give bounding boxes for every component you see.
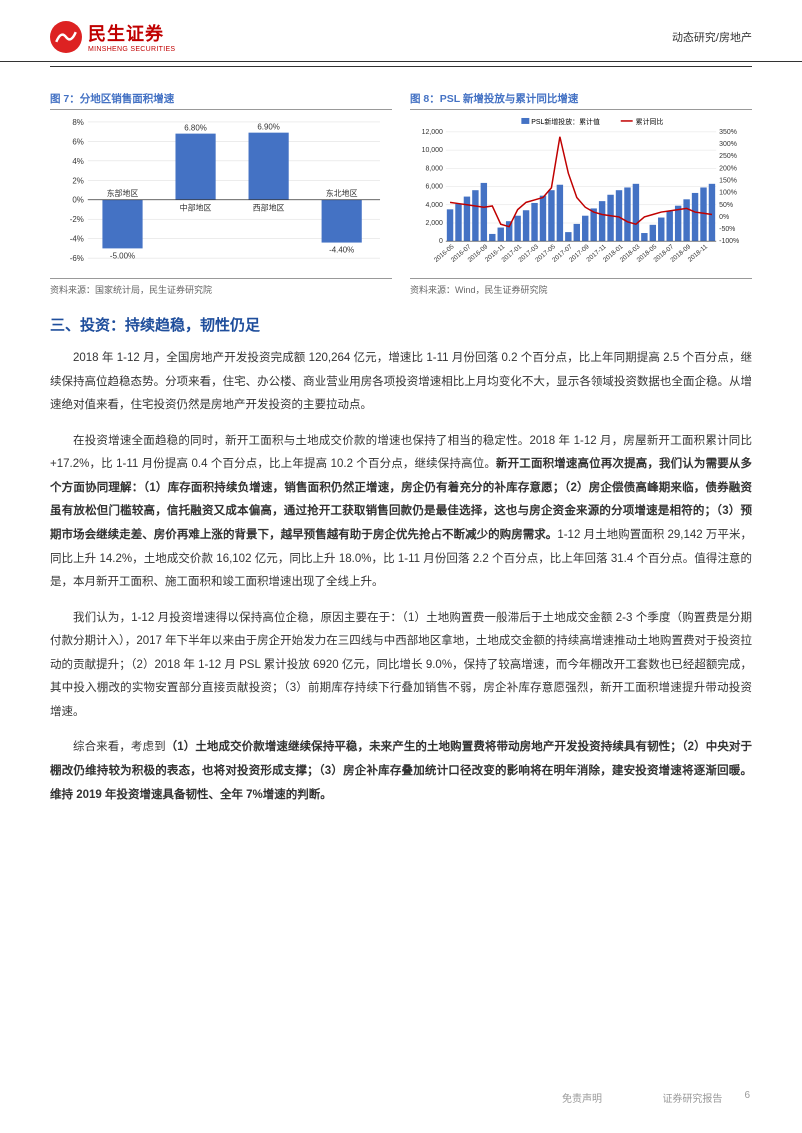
svg-text:2%: 2% [72, 176, 83, 185]
breadcrumb: 动态研究/房地产 [672, 29, 752, 45]
chart-7-area: -6% -4% -2% 0% 2% 4% 6% 8% -5.00% 东部地区 6.80% 中部地区 6.… [50, 114, 392, 279]
section-title: 三、投资：持续趋稳，韧性仍足 [0, 300, 802, 341]
svg-text:-4%: -4% [70, 235, 84, 244]
svg-text:2018-11: 2018-11 [687, 243, 710, 264]
svg-text:4,000: 4,000 [425, 202, 443, 209]
svg-text:300%: 300% [719, 141, 737, 148]
svg-text:200%: 200% [719, 165, 737, 172]
chart-8-block: 图 8：PSL 新增投放与累计同比增速 0 2,000 4,000 6,000 8,00… [410, 91, 752, 296]
svg-text:8%: 8% [72, 118, 83, 127]
svg-text:-100%: -100% [719, 238, 739, 245]
svg-text:350%: 350% [719, 129, 737, 136]
svg-text:-50%: -50% [719, 226, 735, 233]
paragraph-3: 我们认为，1-12 月投资增速得以保持高位企稳，原因主要在于：（1）土地购置费一… [0, 601, 802, 731]
svg-text:-5.00%: -5.00% [110, 251, 135, 260]
svg-text:中部地区: 中部地区 [180, 203, 212, 213]
p4-pre: 综合来看，考虑到 [73, 741, 166, 753]
chart-8-area: 0 2,000 4,000 6,000 8,000 10,000 12,000 -100% -5… [410, 114, 752, 279]
svg-text:50%: 50% [719, 202, 733, 209]
svg-text:6.90%: 6.90% [257, 123, 280, 132]
logo-icon [50, 21, 82, 53]
svg-text:0%: 0% [719, 214, 729, 221]
svg-text:-2%: -2% [70, 215, 84, 224]
paragraph-1: 2018 年 1-12 月，全国房地产开发投资完成额 120,264 亿元，增速… [0, 341, 802, 424]
footer-report: 证券研究报告 [662, 1090, 722, 1105]
page-header: 民生证券 MINSHENG SECURITIES 动态研究/房地产 [0, 0, 802, 62]
svg-text:0: 0 [439, 238, 443, 245]
svg-text:6,000: 6,000 [425, 184, 443, 191]
svg-text:6.80%: 6.80% [184, 124, 207, 133]
svg-text:250%: 250% [719, 153, 737, 160]
paragraph-2: 在投资增速全面趋稳的同时，新开工面积与土地成交价款的增速也保持了相当的稳定性。2… [0, 424, 802, 601]
logo-en: MINSHENG SECURITIES [88, 46, 175, 53]
logo-cn: 民生证券 [88, 20, 175, 46]
svg-text:4%: 4% [72, 157, 83, 166]
svg-text:6%: 6% [72, 137, 83, 146]
svg-text:东部地区: 东部地区 [107, 188, 139, 198]
svg-text:-6%: -6% [70, 254, 84, 263]
svg-text:100%: 100% [719, 190, 737, 197]
page-footer: 证券研究报告 6 [662, 1090, 750, 1105]
svg-text:东北地区: 东北地区 [326, 188, 358, 198]
svg-text:-4.40%: -4.40% [329, 245, 354, 254]
company-logo: 民生证券 MINSHENG SECURITIES [50, 20, 175, 53]
chart-8-source: 资料来源：Wind，民生证券研究院 [410, 283, 752, 296]
svg-text:150%: 150% [719, 177, 737, 184]
chart-7-block: 图 7：分地区销售面积增速 -6% -4% -2% 0% 2% 4% 6% 8% -5.00% 东… [50, 91, 392, 296]
charts-row: 图 7：分地区销售面积增速 -6% -4% -2% 0% 2% 4% 6% 8% -5.00% 东… [0, 67, 802, 300]
chart-8-title: 图 8：PSL 新增投放与累计同比增速 [410, 91, 752, 110]
footer-disclaimer: 免责声明 [562, 1090, 602, 1105]
paragraph-4: 综合来看，考虑到（1）土地成交价款增速继续保持平稳，未来产生的土地购置费将带动房… [0, 730, 802, 813]
chart-7-source: 资料来源：国家统计局，民生证券研究院 [50, 283, 392, 296]
svg-text:PSL新增投放：累计值: PSL新增投放：累计值 [531, 117, 600, 126]
page-number: 6 [744, 1090, 750, 1105]
svg-text:10,000: 10,000 [422, 147, 443, 154]
svg-text:0%: 0% [72, 196, 83, 205]
svg-text:累计同比: 累计同比 [636, 117, 664, 126]
chart-7-title: 图 7：分地区销售面积增速 [50, 91, 392, 110]
svg-text:12,000: 12,000 [422, 129, 443, 136]
svg-text:西部地区: 西部地区 [253, 203, 285, 213]
svg-text:2,000: 2,000 [425, 220, 443, 227]
svg-text:8,000: 8,000 [425, 165, 443, 172]
